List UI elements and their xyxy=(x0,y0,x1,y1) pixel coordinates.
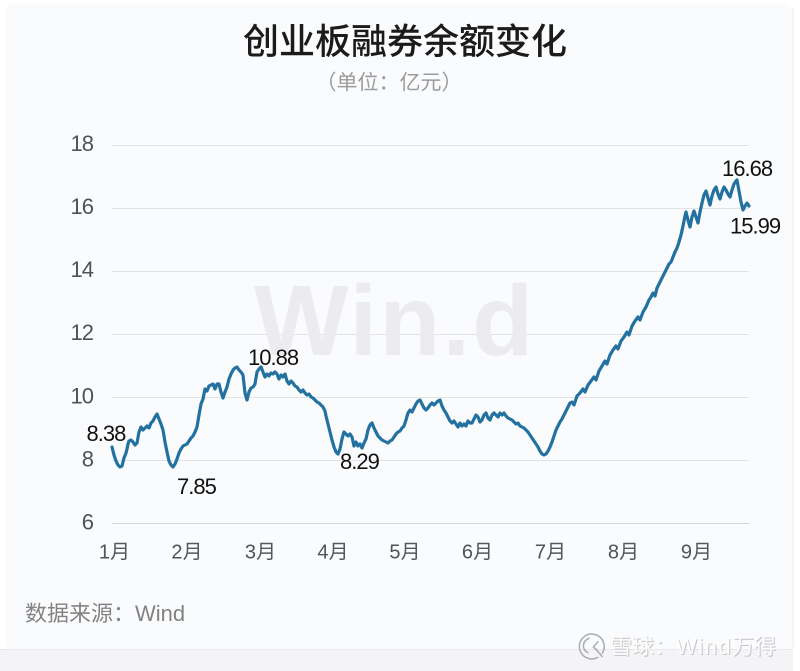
svg-text:12: 12 xyxy=(71,320,94,345)
svg-text:8: 8 xyxy=(608,542,619,564)
svg-text:4: 4 xyxy=(317,542,328,564)
svg-text:14: 14 xyxy=(71,257,94,282)
svg-text:9: 9 xyxy=(681,542,692,564)
svg-text:1: 1 xyxy=(99,542,110,564)
svg-text:10.88: 10.88 xyxy=(248,345,299,370)
svg-text:5: 5 xyxy=(389,542,400,564)
svg-text:10: 10 xyxy=(71,384,94,409)
svg-text:16.68: 16.68 xyxy=(722,156,773,181)
svg-text:16: 16 xyxy=(71,194,94,219)
svg-text:7: 7 xyxy=(535,542,546,564)
svg-text:18: 18 xyxy=(71,131,94,156)
svg-text:Wind: Wind xyxy=(677,635,733,660)
svg-text:15.99: 15.99 xyxy=(730,214,781,239)
svg-text:Wind: Wind xyxy=(676,634,732,659)
svg-text:7.85: 7.85 xyxy=(177,474,217,499)
svg-text:Win.d: Win.d xyxy=(254,265,535,377)
svg-text:8: 8 xyxy=(82,447,94,472)
svg-text:6: 6 xyxy=(82,510,94,535)
svg-text:3: 3 xyxy=(245,542,256,564)
svg-text:2: 2 xyxy=(171,542,182,564)
svg-text:Wind: Wind xyxy=(135,601,185,626)
svg-text:8.38: 8.38 xyxy=(87,421,127,446)
svg-text:8.29: 8.29 xyxy=(340,449,380,474)
svg-text:6: 6 xyxy=(462,542,473,564)
